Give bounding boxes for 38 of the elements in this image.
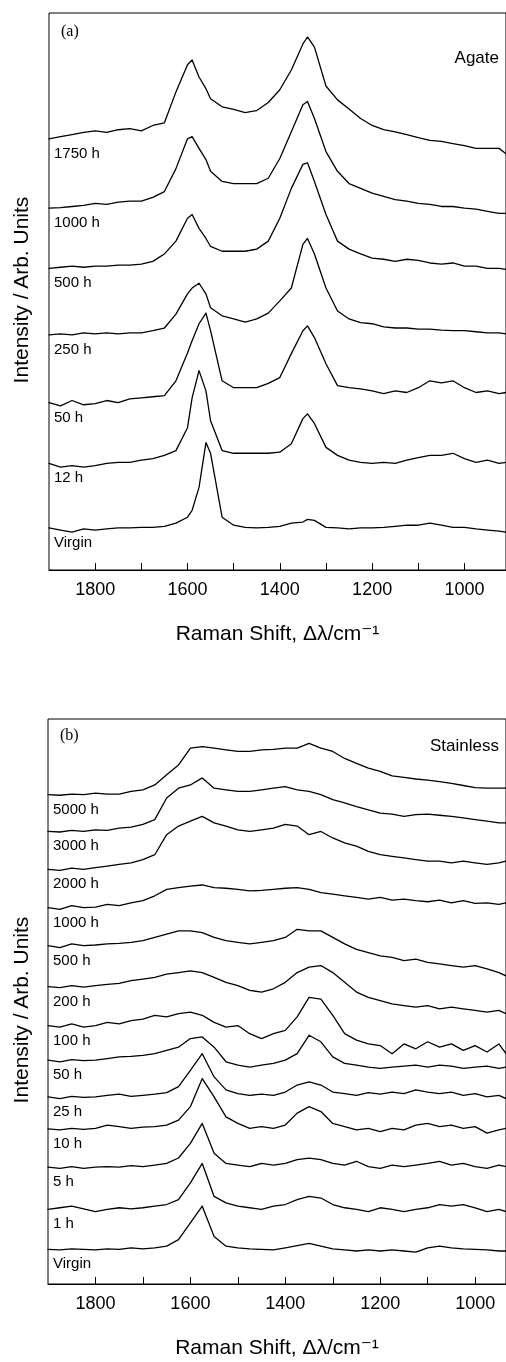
- x-axis-title: Raman Shift, Δλ/cm⁻¹: [175, 621, 380, 644]
- series-label: 50 h: [53, 1065, 83, 1083]
- series-label: 500 h: [53, 950, 91, 968]
- x-tick-label: 1000: [455, 1293, 496, 1313]
- series-label: 500 h: [54, 273, 92, 291]
- series-label: 1750 h: [54, 143, 100, 161]
- series-label: 5 h: [53, 1172, 74, 1190]
- x-tick-label: 1200: [360, 1293, 401, 1313]
- series-label: 10 h: [53, 1133, 83, 1151]
- series-label: Virgin: [53, 1254, 92, 1272]
- series-label: 3000 h: [53, 836, 99, 854]
- x-tick-label: 1000: [444, 579, 485, 599]
- text: (b): [60, 725, 79, 744]
- x-tick-label: 1200: [352, 579, 393, 599]
- x-tick-label: 1600: [170, 1293, 211, 1313]
- series-label: 100 h: [53, 1030, 91, 1048]
- x-tick-label: 1400: [259, 579, 300, 599]
- series-label: 1000 h: [53, 912, 99, 930]
- chart-title: Stainless: [430, 736, 499, 755]
- series-label: Virgin: [54, 532, 93, 550]
- series-label: 12 h: [54, 468, 84, 486]
- series-label: 5000 h: [53, 799, 99, 817]
- text: Agate: [454, 48, 500, 67]
- x-axis-title: Raman Shift, Δλ/cm⁻¹: [175, 1335, 379, 1358]
- x-tick-label: 1600: [167, 579, 208, 599]
- x-tick-label: 1800: [75, 1293, 116, 1313]
- series-label: 1000 h: [54, 213, 100, 231]
- annotation: (a): [61, 21, 79, 40]
- series-label: 250 h: [54, 339, 92, 357]
- y-axis-title: Intensity / Arb. Units: [9, 916, 32, 1104]
- series-label: 1 h: [53, 1214, 74, 1232]
- y-axis-title: Intensity / Arb. Units: [9, 196, 32, 384]
- series-label: 25 h: [53, 1101, 83, 1119]
- series-label: 2000 h: [53, 874, 99, 892]
- x-tick-label: 1800: [75, 579, 116, 599]
- x-tick-label: 1400: [265, 1293, 306, 1313]
- series-label: 50 h: [54, 407, 84, 425]
- series-label: 200 h: [53, 991, 91, 1009]
